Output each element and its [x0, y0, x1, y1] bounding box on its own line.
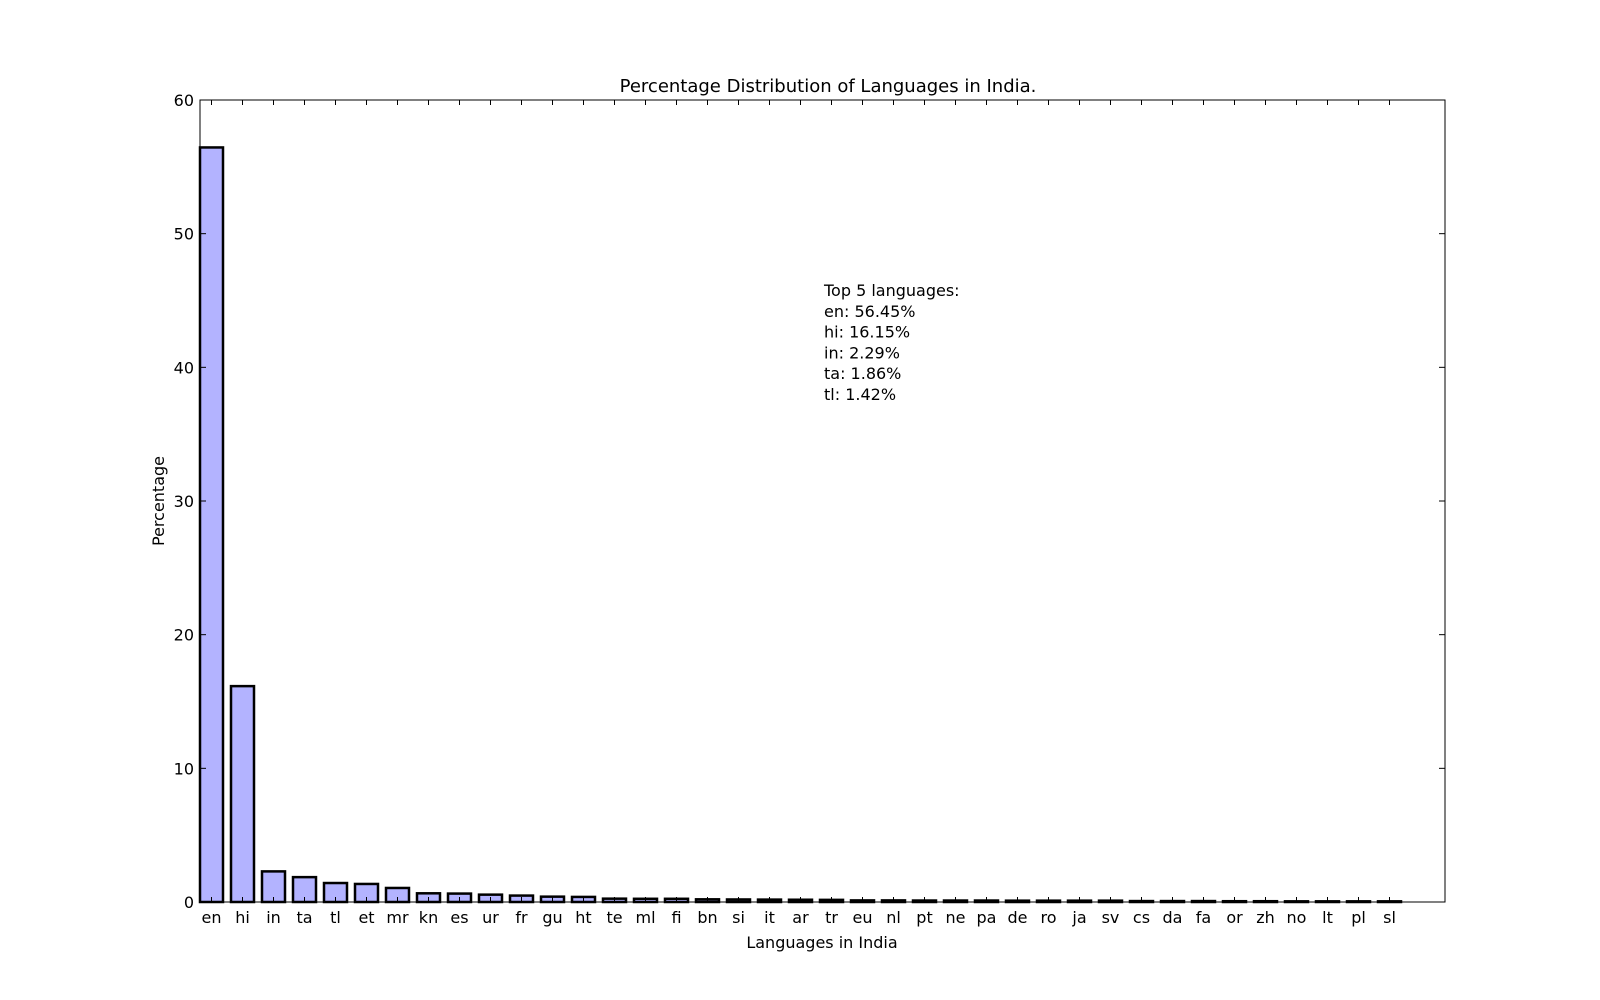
top5-annotation: Top 5 languages: en: 56.45% hi: 16.15%in: … [823, 281, 960, 404]
x-tick-label: no [1287, 908, 1307, 927]
annotation-line: ta: 1.86% [824, 364, 901, 383]
y-tick-label: 0 [184, 893, 194, 912]
x-tick-label: fi [671, 908, 681, 927]
x-tick-label: or [1226, 908, 1243, 927]
bar-en [198, 146, 225, 904]
x-tick-label: zh [1256, 908, 1275, 927]
y-tick-label: 30 [174, 492, 194, 511]
annotation-line: en: 56.45% [824, 302, 915, 321]
x-tick-label: pa [977, 908, 997, 927]
x-tick-label: es [450, 908, 468, 927]
x-tick-label: te [606, 908, 622, 927]
x-tick-label: lt [1322, 908, 1333, 927]
y-tick-label: 10 [174, 759, 194, 778]
annotation-line: tl: 1.42% [824, 385, 896, 404]
y-tick-label: 50 [174, 225, 194, 244]
x-tick-label: da [1163, 908, 1183, 927]
x-tick-label: fr [515, 908, 528, 927]
y-axis: 0 10 20 30 40 50 60 [174, 91, 1445, 912]
x-tick-label: ur [482, 908, 499, 927]
x-tick-label: ne [946, 908, 966, 927]
y-tick-label: 40 [174, 358, 194, 377]
x-tick-label: ht [575, 908, 591, 927]
bars-group [198, 146, 1403, 904]
annotation-line: in: 2.29% [824, 343, 900, 362]
annotation-line: hi: 16.15% [824, 323, 910, 342]
x-tick-label: ja [1071, 908, 1086, 927]
x-tick-label: fa [1196, 908, 1211, 927]
y-axis-label: Percentage [149, 456, 168, 546]
plot-frame [199, 99, 1446, 903]
x-tick-label: eu [853, 908, 873, 927]
x-tick-label: hi [235, 908, 250, 927]
x-tick-label: mr [386, 908, 409, 927]
x-axis: en hi in ta tl et mr kn es ur fr gu ht te ml fi bn si it ar… [202, 100, 1396, 927]
x-tick-label: pt [916, 908, 932, 927]
x-tick-label: in [266, 908, 281, 927]
x-tick-label: tr [825, 908, 838, 927]
x-tick-label: sl [1383, 908, 1396, 927]
x-tick-label: tl [330, 908, 341, 927]
bar-hi [229, 684, 256, 904]
x-tick-label: en [202, 908, 222, 927]
x-tick-label: bn [697, 908, 717, 927]
x-tick-label: it [764, 908, 775, 927]
x-tick-label: pl [1351, 908, 1366, 927]
x-tick-label: ml [635, 908, 655, 927]
x-axis-label: Languages in India [746, 933, 897, 952]
x-tick-label: si [732, 908, 745, 927]
x-tick-label: ro [1040, 908, 1056, 927]
x-tick-label: gu [542, 908, 562, 927]
x-tick-label: et [358, 908, 374, 927]
annotation-heading: Top 5 languages: [823, 281, 960, 300]
y-tick-label: 60 [174, 91, 194, 110]
x-tick-label: de [1008, 908, 1028, 927]
x-tick-label: kn [419, 908, 438, 927]
x-tick-label: sv [1102, 908, 1120, 927]
x-tick-label: nl [886, 908, 901, 927]
chart-title: Percentage Distribution of Languages in … [620, 76, 1037, 97]
x-tick-label: ta [296, 908, 312, 927]
y-tick-label: 20 [174, 626, 194, 645]
x-tick-label: ar [792, 908, 809, 927]
x-tick-label: cs [1133, 908, 1150, 927]
